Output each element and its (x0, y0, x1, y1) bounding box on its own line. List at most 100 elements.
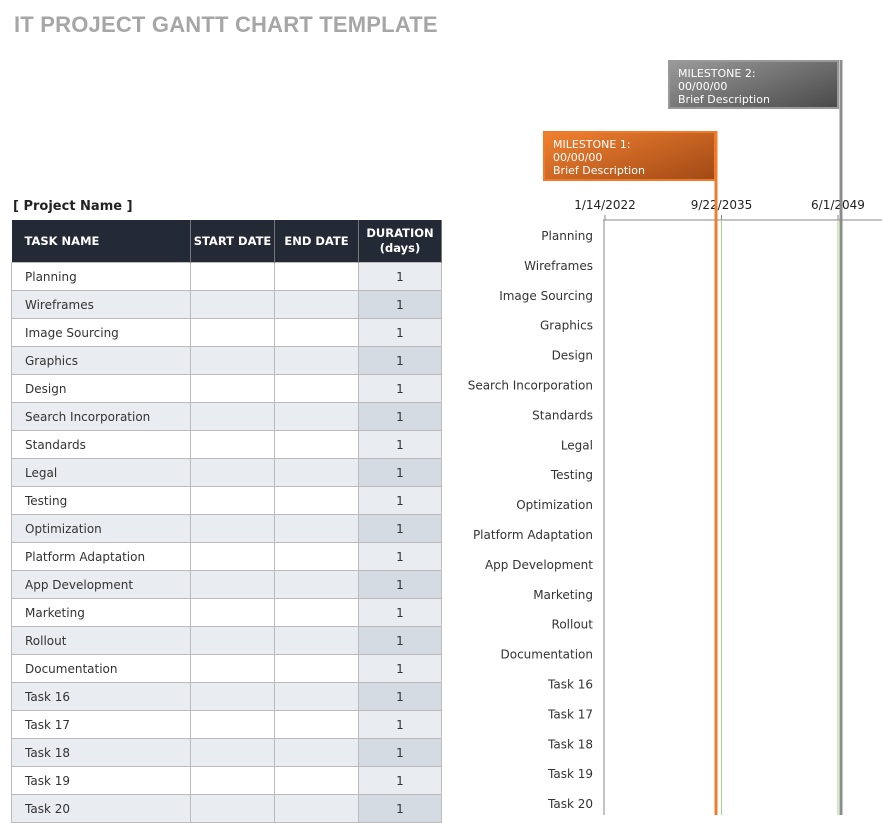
category-label: Task 19 (547, 767, 593, 781)
start-date-cell[interactable] (190, 402, 275, 431)
category-label: Task 17 (547, 707, 593, 721)
end-date-cell[interactable] (274, 738, 359, 767)
duration-cell[interactable]: 1 (358, 514, 442, 543)
duration-cell[interactable]: 1 (358, 290, 442, 319)
end-date-cell[interactable] (274, 514, 359, 543)
duration-cell[interactable]: 1 (358, 262, 442, 291)
task-name-cell[interactable]: Graphics (11, 346, 191, 375)
end-date-cell[interactable] (274, 486, 359, 515)
table-row: Legal 1 (11, 458, 442, 487)
duration-unit: (days) (379, 241, 421, 255)
duration-cell[interactable]: 1 (358, 318, 442, 347)
task-name-cell[interactable]: Rollout (11, 626, 191, 655)
category-label: App Development (485, 558, 593, 572)
duration-label: DURATION (366, 226, 434, 240)
header-end-date: END DATE (274, 220, 359, 263)
table-row: Graphics 1 (11, 346, 442, 375)
duration-cell[interactable]: 1 (358, 458, 442, 487)
category-label: Platform Adaptation (473, 528, 593, 542)
task-name-cell[interactable]: Wireframes (11, 290, 191, 319)
duration-cell[interactable]: 1 (358, 738, 442, 767)
category-label: Image Sourcing (499, 289, 593, 303)
task-name-cell[interactable]: Standards (11, 430, 191, 459)
table-row: Wireframes 1 (11, 290, 442, 319)
task-name-cell[interactable]: Task 18 (11, 738, 191, 767)
task-name-cell[interactable]: App Development (11, 570, 191, 599)
start-date-cell[interactable] (190, 682, 275, 711)
task-name-cell[interactable]: Optimization (11, 514, 191, 543)
start-date-cell[interactable] (190, 318, 275, 347)
duration-cell[interactable]: 1 (358, 430, 442, 459)
milestone-2-date: 00/00/00 (678, 80, 728, 93)
task-name-cell[interactable]: Documentation (11, 654, 191, 683)
page-title: IT PROJECT GANTT CHART TEMPLATE (14, 12, 438, 37)
table-row: Design 1 (11, 374, 442, 403)
task-name-cell[interactable]: Search Incorporation (11, 402, 191, 431)
task-name-cell[interactable]: Design (11, 374, 191, 403)
task-name-cell[interactable]: Image Sourcing (11, 318, 191, 347)
category-label: Legal (561, 438, 593, 452)
category-label: Planning (541, 229, 593, 243)
start-date-cell[interactable] (190, 766, 275, 795)
x-tick-label: 1/14/2022 (574, 198, 636, 212)
table-row: Standards 1 (11, 430, 442, 459)
duration-cell[interactable]: 1 (358, 766, 442, 795)
duration-cell[interactable]: 1 (358, 682, 442, 711)
table-row: Task 17 1 (11, 710, 442, 739)
task-table: TASK NAME START DATE END DATE DURATION (d… (11, 220, 442, 823)
milestone-2-desc: Brief Description (678, 93, 770, 106)
duration-cell[interactable]: 1 (358, 374, 442, 403)
end-date-cell[interactable] (274, 766, 359, 795)
end-date-cell[interactable] (274, 374, 359, 403)
header-task-name: TASK NAME (11, 220, 191, 263)
category-label: Standards (532, 408, 593, 422)
category-label: Wireframes (524, 259, 593, 273)
table-row: Task 16 1 (11, 682, 442, 711)
category-label: Documentation (500, 648, 593, 662)
start-date-cell[interactable] (190, 346, 275, 375)
start-date-cell[interactable] (190, 290, 275, 319)
table-row: Planning 1 (11, 262, 442, 291)
duration-cell[interactable]: 1 (358, 626, 442, 655)
end-date-cell[interactable] (274, 402, 359, 431)
table-row: Task 19 1 (11, 766, 442, 795)
milestone-1-callout: MILESTONE 1: 00/00/00 Brief Description (543, 131, 716, 181)
start-date-cell[interactable] (190, 570, 275, 599)
header-start-date: START DATE (190, 220, 275, 263)
end-date-cell[interactable] (274, 430, 359, 459)
milestone-1-desc: Brief Description (553, 164, 645, 177)
category-label: Design (552, 349, 593, 363)
duration-cell[interactable]: 1 (358, 486, 442, 515)
task-name-cell[interactable]: Task 16 (11, 682, 191, 711)
duration-cell[interactable]: 1 (358, 654, 442, 683)
end-date-cell[interactable] (274, 598, 359, 627)
task-name-cell[interactable]: Task 17 (11, 710, 191, 739)
table-row: Search Incorporation 1 (11, 402, 442, 431)
category-label: Rollout (552, 618, 594, 632)
x-tick-label: 6/1/2049 (811, 198, 865, 212)
milestone-2-label: MILESTONE 2: (678, 67, 756, 80)
category-label: Task 20 (547, 797, 593, 811)
duration-cell[interactable]: 1 (358, 542, 442, 571)
duration-cell[interactable]: 1 (358, 402, 442, 431)
task-name-cell[interactable]: Legal (11, 458, 191, 487)
category-label: Graphics (540, 319, 593, 333)
table-row: Platform Adaptation 1 (11, 542, 442, 571)
end-date-cell[interactable] (274, 290, 359, 319)
end-date-cell[interactable] (274, 570, 359, 599)
end-date-cell[interactable] (274, 682, 359, 711)
category-label: Testing (550, 468, 593, 482)
duration-cell[interactable]: 1 (358, 570, 442, 599)
category-label: Search Incorporation (468, 379, 593, 393)
table-row: Optimization 1 (11, 514, 442, 543)
duration-cell[interactable]: 1 (358, 598, 442, 627)
category-label: Task 18 (547, 737, 593, 751)
end-date-cell[interactable] (274, 346, 359, 375)
start-date-cell[interactable] (190, 738, 275, 767)
milestone-1-label: MILESTONE 1: (553, 138, 631, 151)
start-date-cell[interactable] (190, 654, 275, 683)
duration-cell[interactable]: 1 (358, 710, 442, 739)
start-date-cell[interactable] (190, 514, 275, 543)
project-name[interactable]: [ Project Name ] (13, 199, 133, 214)
end-date-cell[interactable] (274, 458, 359, 487)
